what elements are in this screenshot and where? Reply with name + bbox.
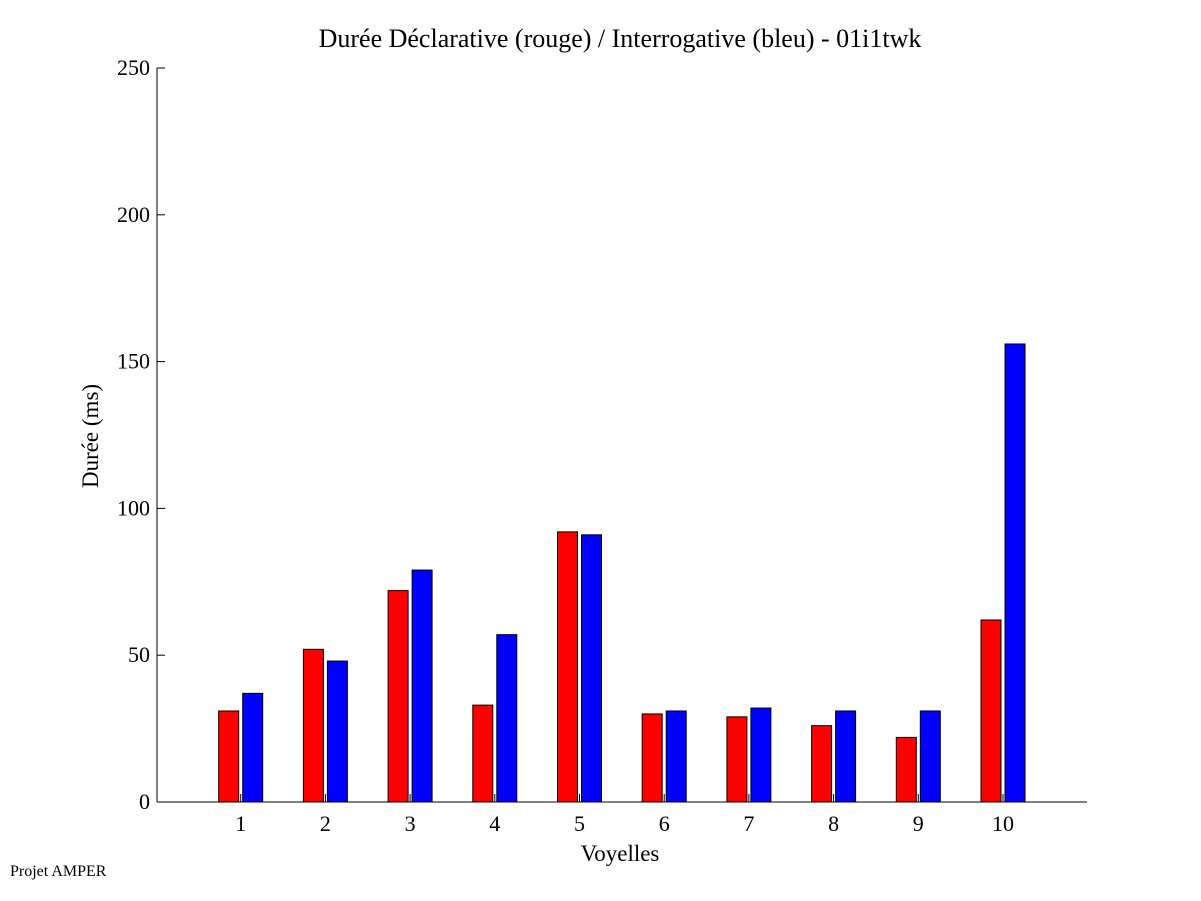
y-tick-label: 200: [117, 202, 150, 227]
bar-declarative: [302, 648, 324, 803]
y-ticks: 0 50 100 150 200 250: [117, 55, 165, 814]
bar-declarative: [726, 716, 748, 803]
y-tick-label: 100: [117, 495, 150, 520]
bar-declarative: [472, 704, 494, 803]
bar-declarative: [218, 710, 240, 803]
bar-interrogative: [581, 534, 602, 803]
bar-interrogative: [835, 710, 857, 803]
x-ticks: 1 2 3 4 5 6 7 8 9 10: [235, 794, 1014, 836]
chart-title: Durée Déclarative (rouge) / Interrogativ…: [319, 24, 922, 53]
x-tick-label: 7: [743, 811, 754, 836]
bar-declarative: [895, 736, 917, 803]
x-tick-label: 5: [574, 811, 585, 836]
bar-interrogative: [665, 710, 687, 803]
y-axis-label: Durée (ms): [78, 384, 103, 488]
axes: [156, 68, 1087, 803]
x-tick-label: 9: [913, 811, 924, 836]
y-tick-label: 0: [139, 789, 150, 814]
bar-interrogative: [496, 634, 518, 803]
bar-interrogative: [411, 569, 433, 803]
x-axis-label: Voyelles: [581, 841, 660, 866]
bar-interrogative: [326, 660, 348, 803]
bar-declarative: [811, 725, 833, 803]
x-tick-label: 8: [828, 811, 839, 836]
bar-interrogative: [242, 692, 264, 803]
y-tick-label: 150: [117, 349, 150, 374]
bar-declarative: [980, 619, 1002, 803]
footer-credit: Projet AMPER: [10, 863, 107, 880]
bar-declarative: [557, 531, 578, 803]
bar-interrogative: [750, 707, 772, 803]
bars: [218, 343, 1026, 803]
bar-interrogative: [919, 710, 941, 803]
y-tick-label: 250: [117, 55, 150, 80]
bar-declarative: [387, 590, 409, 803]
bar-interrogative: [1004, 343, 1026, 803]
x-tick-label: 6: [659, 811, 670, 836]
x-tick-label: 1: [235, 811, 246, 836]
x-tick-label: 4: [489, 811, 500, 836]
x-tick-label: 2: [320, 811, 331, 836]
x-tick-label: 3: [405, 811, 416, 836]
bar-declarative: [641, 713, 663, 803]
x-tick-label: 10: [992, 811, 1014, 836]
y-tick-label: 50: [128, 642, 150, 667]
